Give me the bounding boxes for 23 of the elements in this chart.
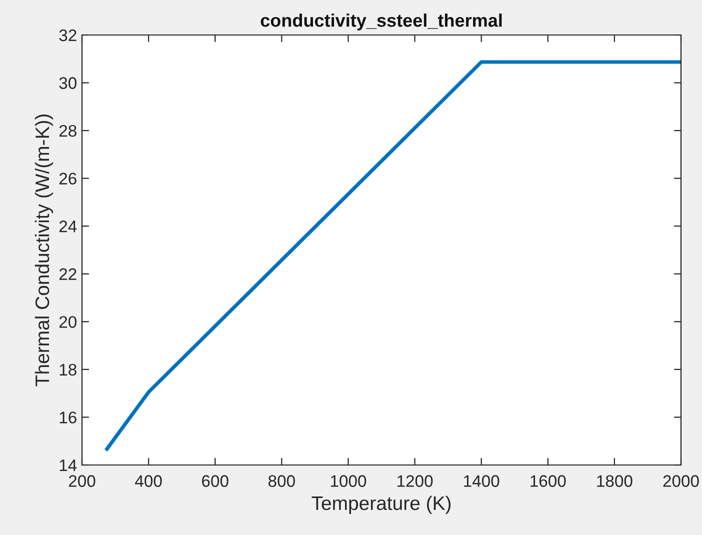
x-tick-label: 800 <box>268 475 295 487</box>
y-tick-label: 16 <box>60 412 76 424</box>
y-tick-label: 20 <box>59 316 76 328</box>
x-tick-label: 1400 <box>464 475 500 487</box>
x-tick-label: 1000 <box>330 475 366 487</box>
x-tick-label: 1800 <box>597 475 632 487</box>
x-tick-label: 2000 <box>663 475 699 487</box>
x-tick-label: 400 <box>135 475 162 487</box>
y-tick-label: 32 <box>59 29 76 42</box>
x-tick-label: 600 <box>202 475 228 487</box>
x-tick-label: 1600 <box>530 475 566 487</box>
x-tick-label: 1200 <box>398 475 433 487</box>
chart-title: conductivity_ssteel_thermal <box>260 14 502 30</box>
y-tick-label: 26 <box>59 172 76 185</box>
y-tick-label: 30 <box>59 77 76 89</box>
x-tick-label: 200 <box>68 475 96 487</box>
y-tick-label: 24 <box>59 220 77 232</box>
x-axis-title: Temperature (K) <box>312 496 451 514</box>
y-tick-label: 28 <box>59 124 76 137</box>
y-tick-label: 14 <box>60 460 77 472</box>
y-tick-label: 22 <box>59 268 76 280</box>
y-tick-label: 18 <box>60 364 76 376</box>
y-axis-title: Thermal Conductivity (W/(m-K)) <box>34 114 54 386</box>
